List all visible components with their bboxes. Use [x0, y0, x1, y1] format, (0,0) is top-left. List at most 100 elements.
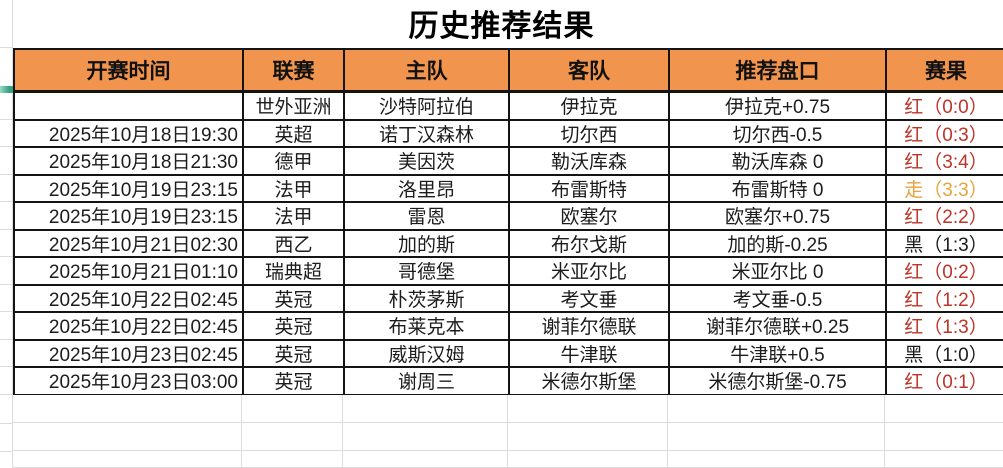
handicap-cell[interactable]: 欧塞尔+0.75 — [670, 203, 887, 231]
home-cell[interactable]: 雷恩 — [345, 203, 510, 231]
result-cell[interactable]: 黑（1:3） — [887, 230, 1003, 258]
column-header-away[interactable]: 客队 — [510, 50, 670, 93]
home-cell[interactable]: 洛里昂 — [345, 175, 510, 203]
handicap-cell[interactable]: 米亚尔比 0 — [670, 258, 887, 286]
empty-cell[interactable] — [343, 451, 508, 468]
handicap-cell[interactable]: 考文垂-0.5 — [670, 285, 887, 313]
empty-grid-rows — [13, 395, 1003, 468]
time-cell[interactable]: 2025年10月19日23:15 — [15, 175, 244, 203]
gutter-gridline — [0, 201, 12, 202]
league-cell[interactable]: 法甲 — [244, 203, 345, 231]
handicap-cell[interactable]: 加的斯-0.25 — [670, 230, 887, 258]
result-cell[interactable]: 红（1:2） — [887, 285, 1003, 313]
results-table: 开赛时间 联赛 主队 客队 推荐盘口 赛果 世外亚洲 沙特阿拉伯 伊拉克 伊拉克+0.75 红（0:… — [13, 48, 1003, 396]
handicap-cell[interactable]: 伊拉克+0.75 — [670, 93, 887, 121]
away-cell[interactable]: 布尔戈斯 — [510, 230, 670, 258]
result-cell[interactable]: 红（1:3） — [887, 313, 1003, 341]
left-gutter — [0, 0, 13, 468]
empty-cell[interactable] — [508, 451, 668, 468]
empty-cell[interactable] — [343, 423, 508, 451]
time-cell[interactable]: 2025年10月21日01:10 — [15, 258, 244, 286]
league-cell[interactable]: 西乙 — [244, 230, 345, 258]
column-header-result[interactable]: 赛果 — [887, 50, 1003, 93]
time-cell[interactable]: 2025年10月21日02:30 — [15, 230, 244, 258]
time-cell[interactable]: 2025年10月22日02:45 — [15, 285, 244, 313]
away-cell[interactable]: 伊拉克 — [510, 93, 670, 121]
away-cell[interactable]: 米德尔斯堡 — [510, 368, 670, 396]
away-cell[interactable]: 牛津联 — [510, 340, 670, 368]
result-cell[interactable]: 走（3:3） — [887, 175, 1003, 203]
handicap-cell[interactable]: 谢菲尔德联+0.25 — [670, 313, 887, 341]
empty-cell[interactable] — [668, 423, 885, 451]
time-cell[interactable] — [15, 93, 244, 121]
empty-cell[interactable] — [668, 395, 885, 423]
away-cell[interactable]: 考文垂 — [510, 285, 670, 313]
away-cell[interactable]: 谢菲尔德联 — [510, 313, 670, 341]
away-cell[interactable]: 欧塞尔 — [510, 203, 670, 231]
column-header-home[interactable]: 主队 — [345, 50, 510, 93]
result-cell[interactable]: 红（0:2） — [887, 258, 1003, 286]
home-cell[interactable]: 威斯汉姆 — [345, 340, 510, 368]
league-cell[interactable]: 英冠 — [244, 313, 345, 341]
gutter-gridline — [0, 228, 12, 230]
league-cell[interactable]: 英超 — [244, 120, 345, 148]
result-cell[interactable]: 红（2:2） — [887, 203, 1003, 231]
handicap-cell[interactable]: 布雷斯特 0 — [670, 175, 887, 203]
column-header-league[interactable]: 联赛 — [244, 50, 345, 93]
league-cell[interactable]: 法甲 — [244, 175, 345, 203]
league-cell[interactable]: 英冠 — [244, 368, 345, 396]
home-cell[interactable]: 哥德堡 — [345, 258, 510, 286]
empty-cell[interactable] — [885, 451, 1003, 468]
column-header-time[interactable]: 开赛时间 — [15, 50, 244, 93]
gutter-gridline — [0, 311, 12, 312]
league-cell[interactable]: 世外亚洲 — [244, 93, 345, 121]
away-cell[interactable]: 米亚尔比 — [510, 258, 670, 286]
league-cell[interactable]: 英冠 — [244, 340, 345, 368]
away-cell[interactable]: 切尔西 — [510, 120, 670, 148]
time-cell[interactable]: 2025年10月19日23:15 — [15, 203, 244, 231]
handicap-cell[interactable]: 切尔西-0.5 — [670, 120, 887, 148]
empty-cell[interactable] — [885, 395, 1003, 423]
empty-cell[interactable] — [242, 395, 343, 423]
empty-cell[interactable] — [885, 423, 1003, 451]
time-cell[interactable]: 2025年10月18日21:30 — [15, 148, 244, 176]
empty-cell[interactable] — [508, 423, 668, 451]
result-cell[interactable]: 红（0:0） — [887, 93, 1003, 121]
home-cell[interactable]: 朴茨茅斯 — [345, 285, 510, 313]
away-cell[interactable]: 勒沃库森 — [510, 148, 670, 176]
empty-cell[interactable] — [13, 451, 242, 468]
handicap-cell[interactable]: 米德尔斯堡-0.75 — [670, 368, 887, 396]
home-cell[interactable]: 加的斯 — [345, 230, 510, 258]
gutter-gridline — [0, 47, 12, 48]
result-cell[interactable]: 红（3:4） — [887, 148, 1003, 176]
gutter-gridline — [0, 338, 12, 340]
home-cell[interactable]: 诺丁汉森林 — [345, 120, 510, 148]
empty-cell[interactable] — [13, 395, 242, 423]
empty-cell[interactable] — [343, 395, 508, 423]
empty-cell[interactable] — [13, 423, 242, 451]
away-cell[interactable]: 布雷斯特 — [510, 175, 670, 203]
result-cell[interactable]: 红（0:3） — [887, 120, 1003, 148]
time-cell[interactable]: 2025年10月23日02:45 — [15, 340, 244, 368]
empty-cell[interactable] — [242, 451, 343, 468]
result-cell[interactable]: 黑（1:0） — [887, 340, 1003, 368]
handicap-cell[interactable]: 勒沃库森 0 — [670, 148, 887, 176]
home-cell[interactable]: 沙特阿拉伯 — [345, 93, 510, 121]
league-cell[interactable]: 瑞典超 — [244, 258, 345, 286]
empty-cell[interactable] — [668, 451, 885, 468]
league-cell[interactable]: 英冠 — [244, 285, 345, 313]
column-header-handicap[interactable]: 推荐盘口 — [670, 50, 887, 93]
home-cell[interactable]: 谢周三 — [345, 368, 510, 396]
time-cell[interactable]: 2025年10月22日02:45 — [15, 313, 244, 341]
home-cell[interactable]: 布莱克本 — [345, 313, 510, 341]
home-cell[interactable]: 美因茨 — [345, 148, 510, 176]
gutter-gridline — [0, 173, 12, 175]
time-cell[interactable]: 2025年10月23日03:00 — [15, 368, 244, 396]
empty-cell[interactable] — [242, 423, 343, 451]
empty-cell[interactable] — [508, 395, 668, 423]
result-cell[interactable]: 红（0:1） — [887, 368, 1003, 396]
league-cell[interactable]: 德甲 — [244, 148, 345, 176]
handicap-cell[interactable]: 牛津联+0.5 — [670, 340, 887, 368]
time-cell[interactable]: 2025年10月18日19:30 — [15, 120, 244, 148]
